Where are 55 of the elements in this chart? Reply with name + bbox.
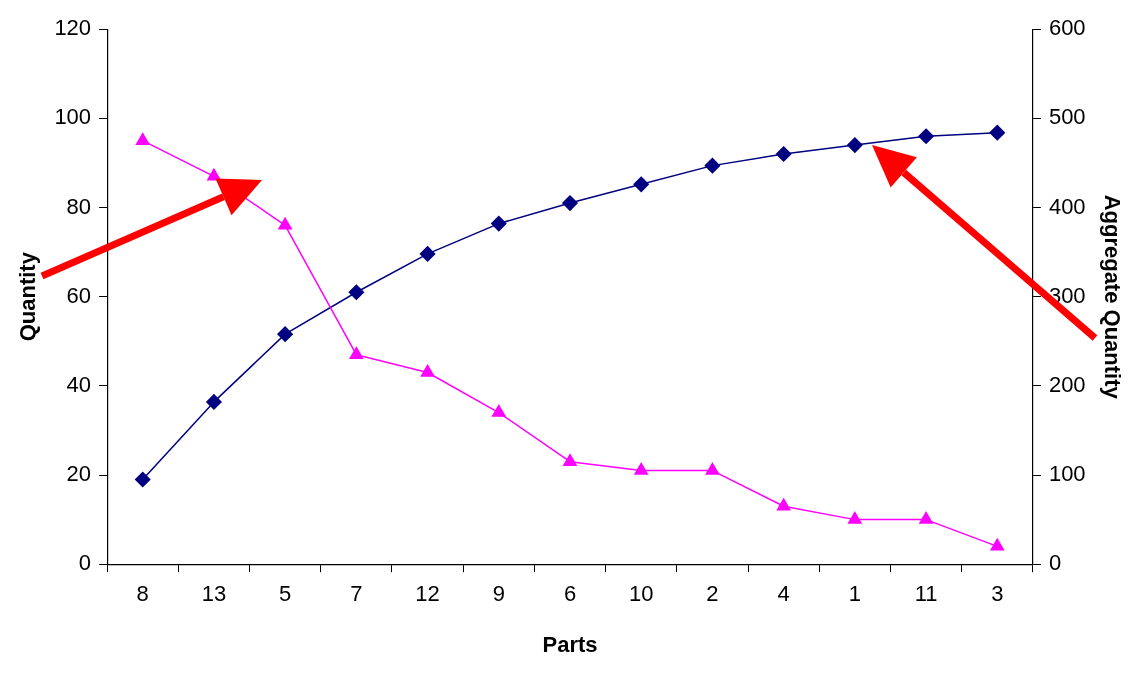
y2-tick-label: 0 bbox=[1048, 550, 1062, 576]
point bbox=[704, 157, 721, 174]
point bbox=[847, 137, 863, 153]
x-tick-label: 10 bbox=[628, 581, 654, 607]
x-tick-label: 8 bbox=[136, 581, 149, 607]
y2-tick-label: 200 bbox=[1048, 371, 1086, 397]
point bbox=[989, 124, 1006, 141]
y2-axis-title: Aggregate Quantity bbox=[1099, 194, 1125, 400]
x-tick-label: 1 bbox=[848, 581, 861, 607]
x-tick-label: 2 bbox=[706, 581, 719, 607]
point bbox=[562, 195, 578, 211]
y-tick-label: 40 bbox=[66, 371, 92, 397]
point bbox=[348, 284, 365, 300]
point bbox=[491, 215, 507, 232]
x-tick-label: 6 bbox=[563, 581, 577, 607]
y-axis-title: Quantity bbox=[15, 251, 41, 342]
y2-tick-label: 100 bbox=[1048, 461, 1086, 487]
point bbox=[419, 246, 436, 262]
x-tick-label: 7 bbox=[350, 581, 363, 607]
y2-tick-label: 400 bbox=[1048, 193, 1086, 219]
x-tick-label: 5 bbox=[279, 581, 292, 607]
y2-tick-label: 500 bbox=[1048, 104, 1086, 130]
point bbox=[491, 404, 506, 417]
point bbox=[705, 462, 720, 475]
point bbox=[634, 462, 649, 475]
y-tick-label: 100 bbox=[54, 104, 92, 130]
point bbox=[633, 176, 649, 193]
y-tick-label: 80 bbox=[66, 193, 92, 219]
point bbox=[563, 453, 577, 466]
point bbox=[206, 394, 222, 410]
point bbox=[277, 326, 293, 342]
x-tick-label: 12 bbox=[415, 581, 440, 607]
point bbox=[278, 217, 292, 230]
point bbox=[349, 346, 364, 359]
point bbox=[420, 364, 435, 377]
x-tick-label: 13 bbox=[201, 581, 227, 607]
point bbox=[135, 132, 150, 145]
point bbox=[775, 146, 792, 162]
x-tick-label: 9 bbox=[492, 581, 505, 607]
point bbox=[990, 538, 1005, 551]
point bbox=[776, 498, 791, 511]
y-tick-label: 0 bbox=[78, 550, 92, 576]
y-tick-label: 60 bbox=[66, 282, 92, 308]
point bbox=[207, 168, 221, 181]
y-tick-label: 120 bbox=[54, 15, 92, 41]
point bbox=[848, 511, 862, 524]
x-tick-label: 11 bbox=[914, 581, 938, 607]
y-tick-label: 20 bbox=[66, 461, 92, 487]
x-tick-label: 3 bbox=[991, 581, 1004, 607]
y2-tick-label: 600 bbox=[1048, 15, 1086, 41]
point bbox=[134, 471, 151, 488]
x-tick-label: 4 bbox=[777, 581, 790, 607]
x-axis-title: Parts bbox=[542, 631, 598, 657]
point bbox=[918, 128, 934, 144]
point bbox=[919, 511, 933, 524]
